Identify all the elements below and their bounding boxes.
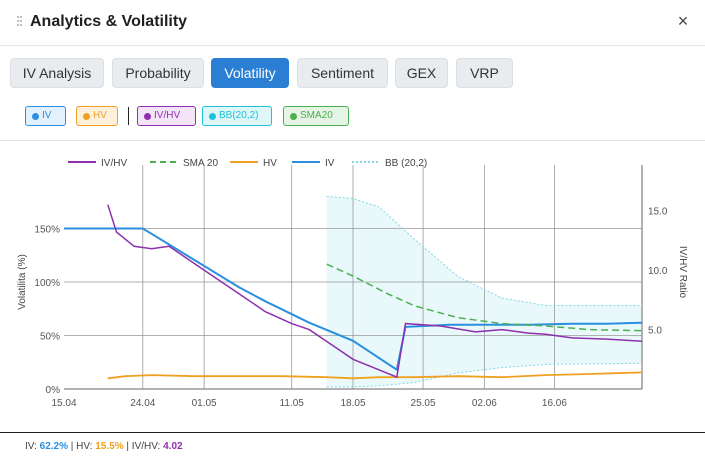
x-tick-label: 16.06 bbox=[542, 398, 567, 409]
toggle-ivhv[interactable]: IV/HV bbox=[137, 106, 196, 126]
tab-iv-analysis[interactable]: IV Analysis bbox=[10, 58, 104, 88]
toggle-separator bbox=[128, 107, 129, 125]
tab-vrp[interactable]: VRP bbox=[456, 58, 513, 88]
bb-dot-icon bbox=[209, 113, 216, 120]
sma-dot-icon bbox=[290, 113, 297, 120]
toggle-hv[interactable]: HV bbox=[76, 106, 118, 126]
legend-hv-label: HV bbox=[263, 158, 277, 169]
hv-dot-icon bbox=[83, 113, 90, 120]
ratio-summary-label: IV/HV: bbox=[131, 441, 161, 452]
iv-dot-icon bbox=[32, 113, 39, 120]
x-tick-label: 11.05 bbox=[280, 398, 305, 409]
toggle-sma-label: SMA20 bbox=[300, 110, 333, 121]
tab-gex[interactable]: GEX bbox=[395, 58, 448, 88]
ivhv-line bbox=[107, 204, 643, 379]
legend-iv-label: IV bbox=[325, 158, 335, 169]
close-icon[interactable]: × bbox=[677, 11, 689, 31]
hv-summary-label: HV: bbox=[76, 441, 93, 452]
hv-summary-value: 15.5% bbox=[95, 441, 124, 452]
x-tick-label: 18.05 bbox=[340, 398, 365, 409]
y-tick-label: 0% bbox=[46, 385, 61, 396]
ivhv-dot-icon bbox=[144, 113, 151, 120]
y-tick-label: 100% bbox=[34, 278, 60, 289]
toggle-iv[interactable]: IV bbox=[25, 106, 66, 126]
legend-sma-label: SMA 20 bbox=[183, 158, 218, 169]
toggle-bb-label: BB(20,2) bbox=[219, 110, 259, 121]
x-tick-label: 15.04 bbox=[51, 398, 76, 409]
x-tick-label: 24.04 bbox=[130, 398, 155, 409]
tab-volatility[interactable]: Volatility bbox=[211, 58, 289, 88]
ratio-summary-value: 4.02 bbox=[163, 441, 183, 452]
bb-lower-line bbox=[326, 362, 643, 388]
y2-tick-label: 15.0 bbox=[648, 207, 668, 218]
volatility-chart-svg: 0% 50% 100% 150% 15.04 24.04 01.05 11.05 18.05 25… bbox=[17, 158, 688, 409]
panel-title: Analytics & Volatility bbox=[30, 13, 188, 30]
legend-ivhv-label: IV/HV bbox=[101, 158, 127, 169]
x-tick-label: 02.06 bbox=[472, 398, 497, 409]
summary-footer: IV: 62.2% | HV: 15.5% | IV/HV: 4.02 bbox=[0, 432, 705, 468]
bb-upper-line bbox=[326, 195, 642, 306]
hv-line bbox=[107, 371, 643, 380]
y-tick-label: 50% bbox=[40, 332, 60, 343]
x-tick-label: 01.05 bbox=[192, 398, 217, 409]
x-tick-label: 25.05 bbox=[411, 398, 436, 409]
iv-line bbox=[64, 227, 643, 372]
panel-header: Analytics & Volatility × bbox=[0, 0, 705, 46]
tab-probability[interactable]: Probability bbox=[112, 58, 204, 88]
y-axis-title: Volatilita (%) bbox=[17, 254, 28, 310]
drag-handle-icon[interactable] bbox=[17, 16, 23, 30]
y2-tick-label: 5.0 bbox=[648, 326, 662, 337]
toggle-sma[interactable]: SMA20 bbox=[283, 106, 349, 126]
toggle-bb[interactable]: BB(20,2) bbox=[202, 106, 272, 126]
legend-bb-label: BB (20,2) bbox=[385, 158, 427, 169]
toggle-hv-label: HV bbox=[93, 110, 107, 121]
sma-line bbox=[326, 263, 643, 332]
toggle-iv-label: IV bbox=[42, 110, 52, 121]
summary-text: IV: 62.2% | HV: 15.5% | IV/HV: 4.02 bbox=[25, 441, 183, 452]
y-tick-label: 150% bbox=[34, 225, 60, 236]
volatility-chart: 0% 50% 100% 150% 15.04 24.04 01.05 11.05 18.05 25… bbox=[0, 140, 705, 423]
y2-tick-label: 10.0 bbox=[648, 266, 668, 277]
iv-summary-label: IV: bbox=[25, 441, 37, 452]
toggle-ivhv-label: IV/HV bbox=[154, 110, 181, 121]
y2-axis-title: IV/HV Ratio bbox=[677, 246, 688, 299]
iv-summary-value: 62.2% bbox=[39, 441, 68, 452]
tab-sentiment[interactable]: Sentiment bbox=[297, 58, 388, 88]
